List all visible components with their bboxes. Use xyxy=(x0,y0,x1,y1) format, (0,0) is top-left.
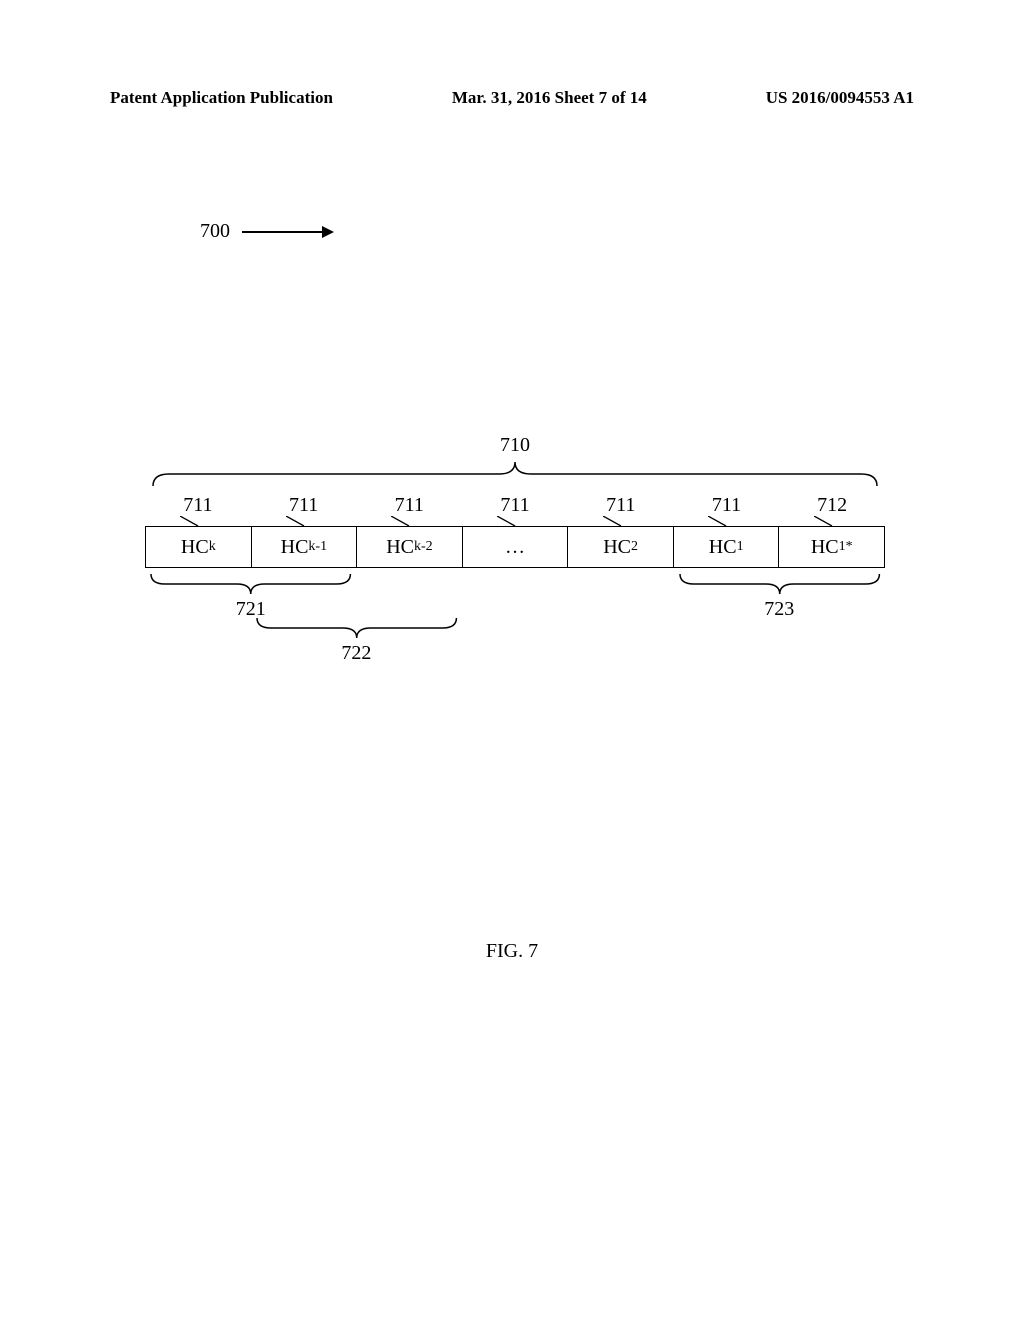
main-ref-number: 700 xyxy=(200,220,230,243)
cell-ref-item: 711 xyxy=(568,494,674,526)
figure-diagram: 710 711 711 711 711 711 711 712 HCkHCk-1HCk-2…… xyxy=(145,460,885,694)
hash-chain-cell: HCk-1 xyxy=(252,526,358,568)
top-brace-group: 710 xyxy=(145,460,885,490)
leader-line-icon xyxy=(180,516,208,526)
cell-ref-number: 712 xyxy=(817,494,847,517)
cell-ref-item: 711 xyxy=(674,494,780,526)
cell-ref-row: 711 711 711 711 711 711 712 xyxy=(145,494,885,526)
cell-ref-number: 711 xyxy=(500,494,529,517)
top-brace-icon xyxy=(145,460,885,488)
hash-chain-cell: HCk xyxy=(145,526,252,568)
leader-line-icon xyxy=(497,516,525,526)
arrow-icon xyxy=(242,231,332,233)
leader-line-icon xyxy=(603,516,631,526)
leader-line-icon xyxy=(814,516,842,526)
cell-ref-item: 711 xyxy=(145,494,251,526)
cell-ref-item: 711 xyxy=(356,494,462,526)
figure-caption: FIG. 7 xyxy=(486,940,538,963)
leader-line-icon xyxy=(286,516,314,526)
cell-ref-number: 711 xyxy=(712,494,741,517)
header-center: Mar. 31, 2016 Sheet 7 of 14 xyxy=(452,88,647,108)
leader-line-icon xyxy=(708,516,736,526)
bottom-brace-icon xyxy=(257,618,456,642)
bottom-brace-icon xyxy=(151,574,350,598)
bottom-brace-ref: 722 xyxy=(341,642,371,665)
cell-ref-number: 711 xyxy=(606,494,635,517)
top-brace-ref: 710 xyxy=(500,434,530,457)
header-right: US 2016/0094553 A1 xyxy=(766,88,914,108)
header-left: Patent Application Publication xyxy=(110,88,333,108)
bottom-brace-ref: 723 xyxy=(764,598,794,621)
cell-ref-number: 711 xyxy=(395,494,424,517)
cell-ref-number: 711 xyxy=(183,494,212,517)
leader-line-icon xyxy=(391,516,419,526)
bottom-brace-group: 721722723 xyxy=(145,574,885,694)
hash-chain-cell: HC1* xyxy=(779,526,885,568)
cell-ref-item: 711 xyxy=(462,494,568,526)
cell-ref-item: 711 xyxy=(251,494,357,526)
hash-chain-cell: HC2 xyxy=(568,526,674,568)
page-header: Patent Application Publication Mar. 31, … xyxy=(0,88,1024,108)
hash-chain-cell: … xyxy=(463,526,569,568)
figure-main-ref: 700 xyxy=(200,220,332,243)
cell-row: HCkHCk-1HCk-2…HC2HC1HC1* xyxy=(145,526,885,568)
bottom-brace-icon xyxy=(680,574,879,598)
cell-ref-item: 712 xyxy=(779,494,885,526)
hash-chain-cell: HCk-2 xyxy=(357,526,463,568)
cell-ref-number: 711 xyxy=(289,494,318,517)
hash-chain-cell: HC1 xyxy=(674,526,780,568)
